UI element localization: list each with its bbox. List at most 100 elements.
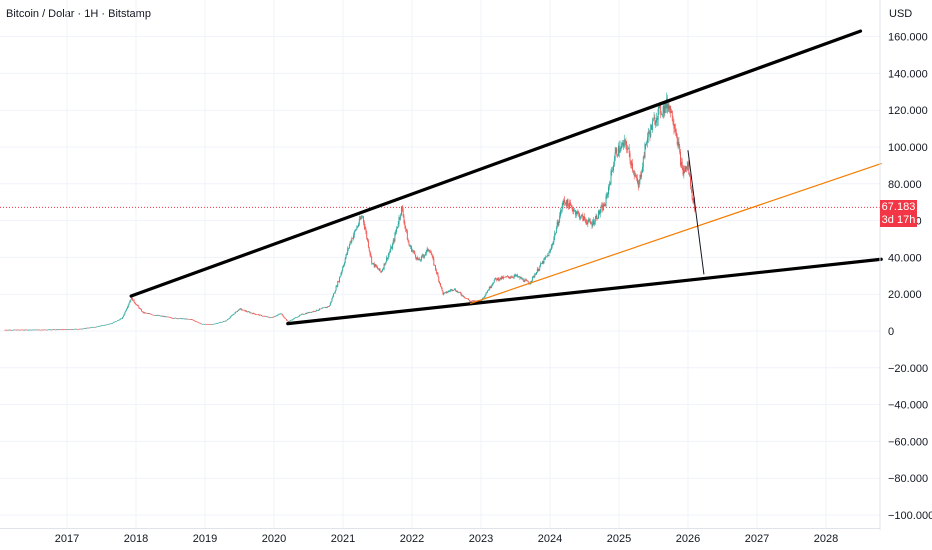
candle-body xyxy=(371,256,373,264)
candle-body xyxy=(427,248,429,251)
candle-body xyxy=(231,315,233,316)
candle-body xyxy=(220,321,222,323)
candle-body xyxy=(119,319,121,320)
candle-body xyxy=(385,261,387,265)
candle-body xyxy=(293,318,295,320)
candle-body xyxy=(525,279,527,281)
candle-body xyxy=(689,173,691,177)
candle-body xyxy=(98,326,100,327)
currency-button[interactable]: USD xyxy=(889,8,913,20)
candle-body xyxy=(302,313,304,315)
symbol-name[interactable]: Bitcoin / Dolar xyxy=(6,8,75,20)
candle-body xyxy=(237,310,239,312)
candle-body xyxy=(452,290,454,291)
candle-body xyxy=(146,313,148,314)
candle-body xyxy=(644,144,646,158)
candle-body xyxy=(77,328,79,330)
candle-body xyxy=(567,199,569,205)
candle-body xyxy=(287,320,289,322)
candle-body xyxy=(199,322,200,324)
x-tick-label: 2023 xyxy=(469,533,493,545)
candle-body xyxy=(50,329,52,331)
candle-body xyxy=(587,221,589,225)
candle-body xyxy=(48,329,50,331)
candle-body xyxy=(584,219,586,221)
candle-body xyxy=(410,246,412,247)
candle-body xyxy=(39,329,41,331)
candle-body xyxy=(540,263,542,265)
candle-body xyxy=(342,267,344,271)
candle-body xyxy=(573,210,575,212)
x-tick-label: 2021 xyxy=(331,533,355,545)
candle-body xyxy=(75,328,77,330)
candle-body xyxy=(365,229,367,232)
candle-body xyxy=(84,328,86,329)
candle-body xyxy=(188,318,190,320)
candle-body xyxy=(601,205,603,208)
candle-body xyxy=(295,317,297,318)
price-axis[interactable]: 160.000140.000120.000100.00080.00060.000… xyxy=(888,32,932,522)
candle-body xyxy=(193,320,195,321)
candle-body xyxy=(501,276,503,280)
candle-body xyxy=(42,329,44,331)
candle-body xyxy=(578,212,580,214)
interval-label[interactable]: 1H xyxy=(84,8,99,20)
candle-body xyxy=(547,255,549,257)
candle-body xyxy=(483,297,484,299)
candle-body xyxy=(642,167,643,173)
candle-body xyxy=(152,314,154,316)
candle-body xyxy=(8,329,10,331)
candle-body xyxy=(680,161,682,166)
candle-body xyxy=(550,246,552,250)
candle-body xyxy=(512,276,513,278)
candle-body xyxy=(132,299,134,301)
time-axis[interactable]: 2017 2018 2019 2020 2021 2022 2023 2024 2025 2026… xyxy=(55,533,838,545)
lower-trendline[interactable] xyxy=(286,257,883,326)
support-trendline[interactable] xyxy=(470,162,882,304)
candle-body xyxy=(95,326,97,328)
candle-body xyxy=(377,268,379,270)
candle-body xyxy=(511,276,513,278)
candle-body xyxy=(78,329,80,330)
candle-body xyxy=(658,105,660,109)
candle-body xyxy=(294,317,296,319)
candle-body xyxy=(173,318,175,319)
candle-body xyxy=(325,307,327,308)
candle-body xyxy=(652,118,654,122)
candle-body xyxy=(444,292,446,294)
candle-body xyxy=(253,313,255,314)
candle-body xyxy=(310,312,312,313)
candle-body xyxy=(224,321,226,322)
candle-body xyxy=(196,321,198,323)
candle-body xyxy=(442,290,444,295)
candle-body xyxy=(661,113,662,115)
candle-body xyxy=(546,255,548,257)
candle-body xyxy=(94,327,96,328)
candle-body xyxy=(690,186,692,190)
candle-body xyxy=(275,315,277,317)
candle-body xyxy=(622,142,624,147)
trendline-drawings[interactable] xyxy=(129,29,883,326)
candle-body xyxy=(239,308,241,310)
candle-body xyxy=(574,210,576,215)
candle-body xyxy=(663,106,665,114)
candle-body xyxy=(281,313,282,315)
candle-body xyxy=(497,278,499,281)
candle-body xyxy=(430,252,432,255)
candle-body xyxy=(83,328,85,329)
candle-body xyxy=(127,304,129,308)
candle-body xyxy=(387,255,389,259)
candle-body xyxy=(493,280,495,283)
candle-body xyxy=(473,300,475,302)
candle-body xyxy=(123,314,125,316)
candle-body xyxy=(338,277,340,282)
candle-body xyxy=(425,253,426,255)
projection-line[interactable] xyxy=(687,150,705,275)
candle-body xyxy=(226,319,228,321)
candle-body xyxy=(661,113,663,115)
candle-body xyxy=(107,324,109,325)
candle-body xyxy=(131,297,133,301)
upper-trendline[interactable] xyxy=(129,29,863,298)
candle-body xyxy=(156,315,158,316)
